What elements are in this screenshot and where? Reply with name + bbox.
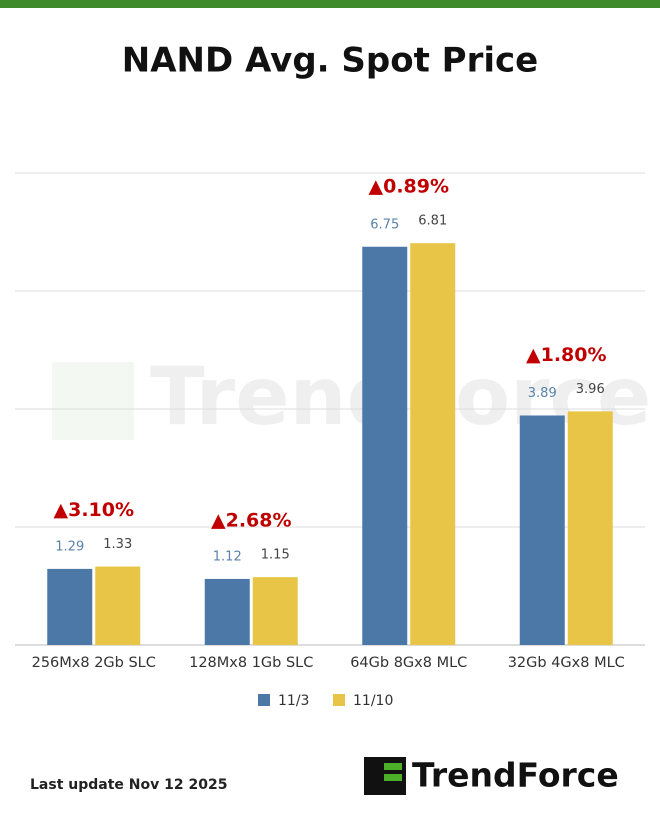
x-tick-label: 256Mx8 2Gb SLC [32, 655, 156, 671]
bar [567, 411, 613, 645]
x-tick-label: 128Mx8 1Gb SLC [189, 655, 313, 671]
value-label: 1.33 [103, 537, 132, 552]
logo-stripe [384, 774, 402, 781]
footer: Last update Nov 12 2025 [30, 777, 227, 793]
logo-icon [364, 757, 406, 795]
legend-label: 11/3 [278, 693, 309, 709]
bar [204, 578, 250, 645]
top-bar [0, 0, 660, 8]
value-label: 6.81 [418, 214, 447, 229]
watermark-icon [52, 362, 134, 440]
legend-swatch [258, 694, 270, 706]
bar [252, 577, 298, 645]
value-label: 3.96 [576, 382, 605, 397]
legend-label: 11/10 [353, 693, 393, 709]
bar [519, 415, 565, 645]
annotation: ▲0.89% [368, 176, 449, 198]
bar [95, 566, 141, 645]
chart-title: NAND Avg. Spot Price [122, 41, 538, 81]
bar [362, 246, 408, 645]
annotation: ▲2.68% [211, 510, 292, 532]
x-tick-label: 64Gb 8Gx8 MLC [350, 655, 467, 671]
value-label: 1.15 [261, 548, 290, 563]
bar [47, 568, 93, 645]
value-label: 3.89 [528, 386, 557, 401]
bar [410, 243, 456, 645]
legend-swatch [333, 694, 345, 706]
logo-stripe [384, 763, 402, 770]
value-label: 6.75 [370, 217, 399, 232]
annotation: ▲3.10% [53, 499, 134, 521]
logo-text: TrendForce [412, 756, 619, 795]
annotation: ▲1.80% [526, 344, 607, 366]
value-label: 1.12 [213, 549, 242, 564]
value-label: 1.29 [55, 539, 84, 554]
x-tick-label: 32Gb 4Gx8 MLC [508, 655, 625, 671]
